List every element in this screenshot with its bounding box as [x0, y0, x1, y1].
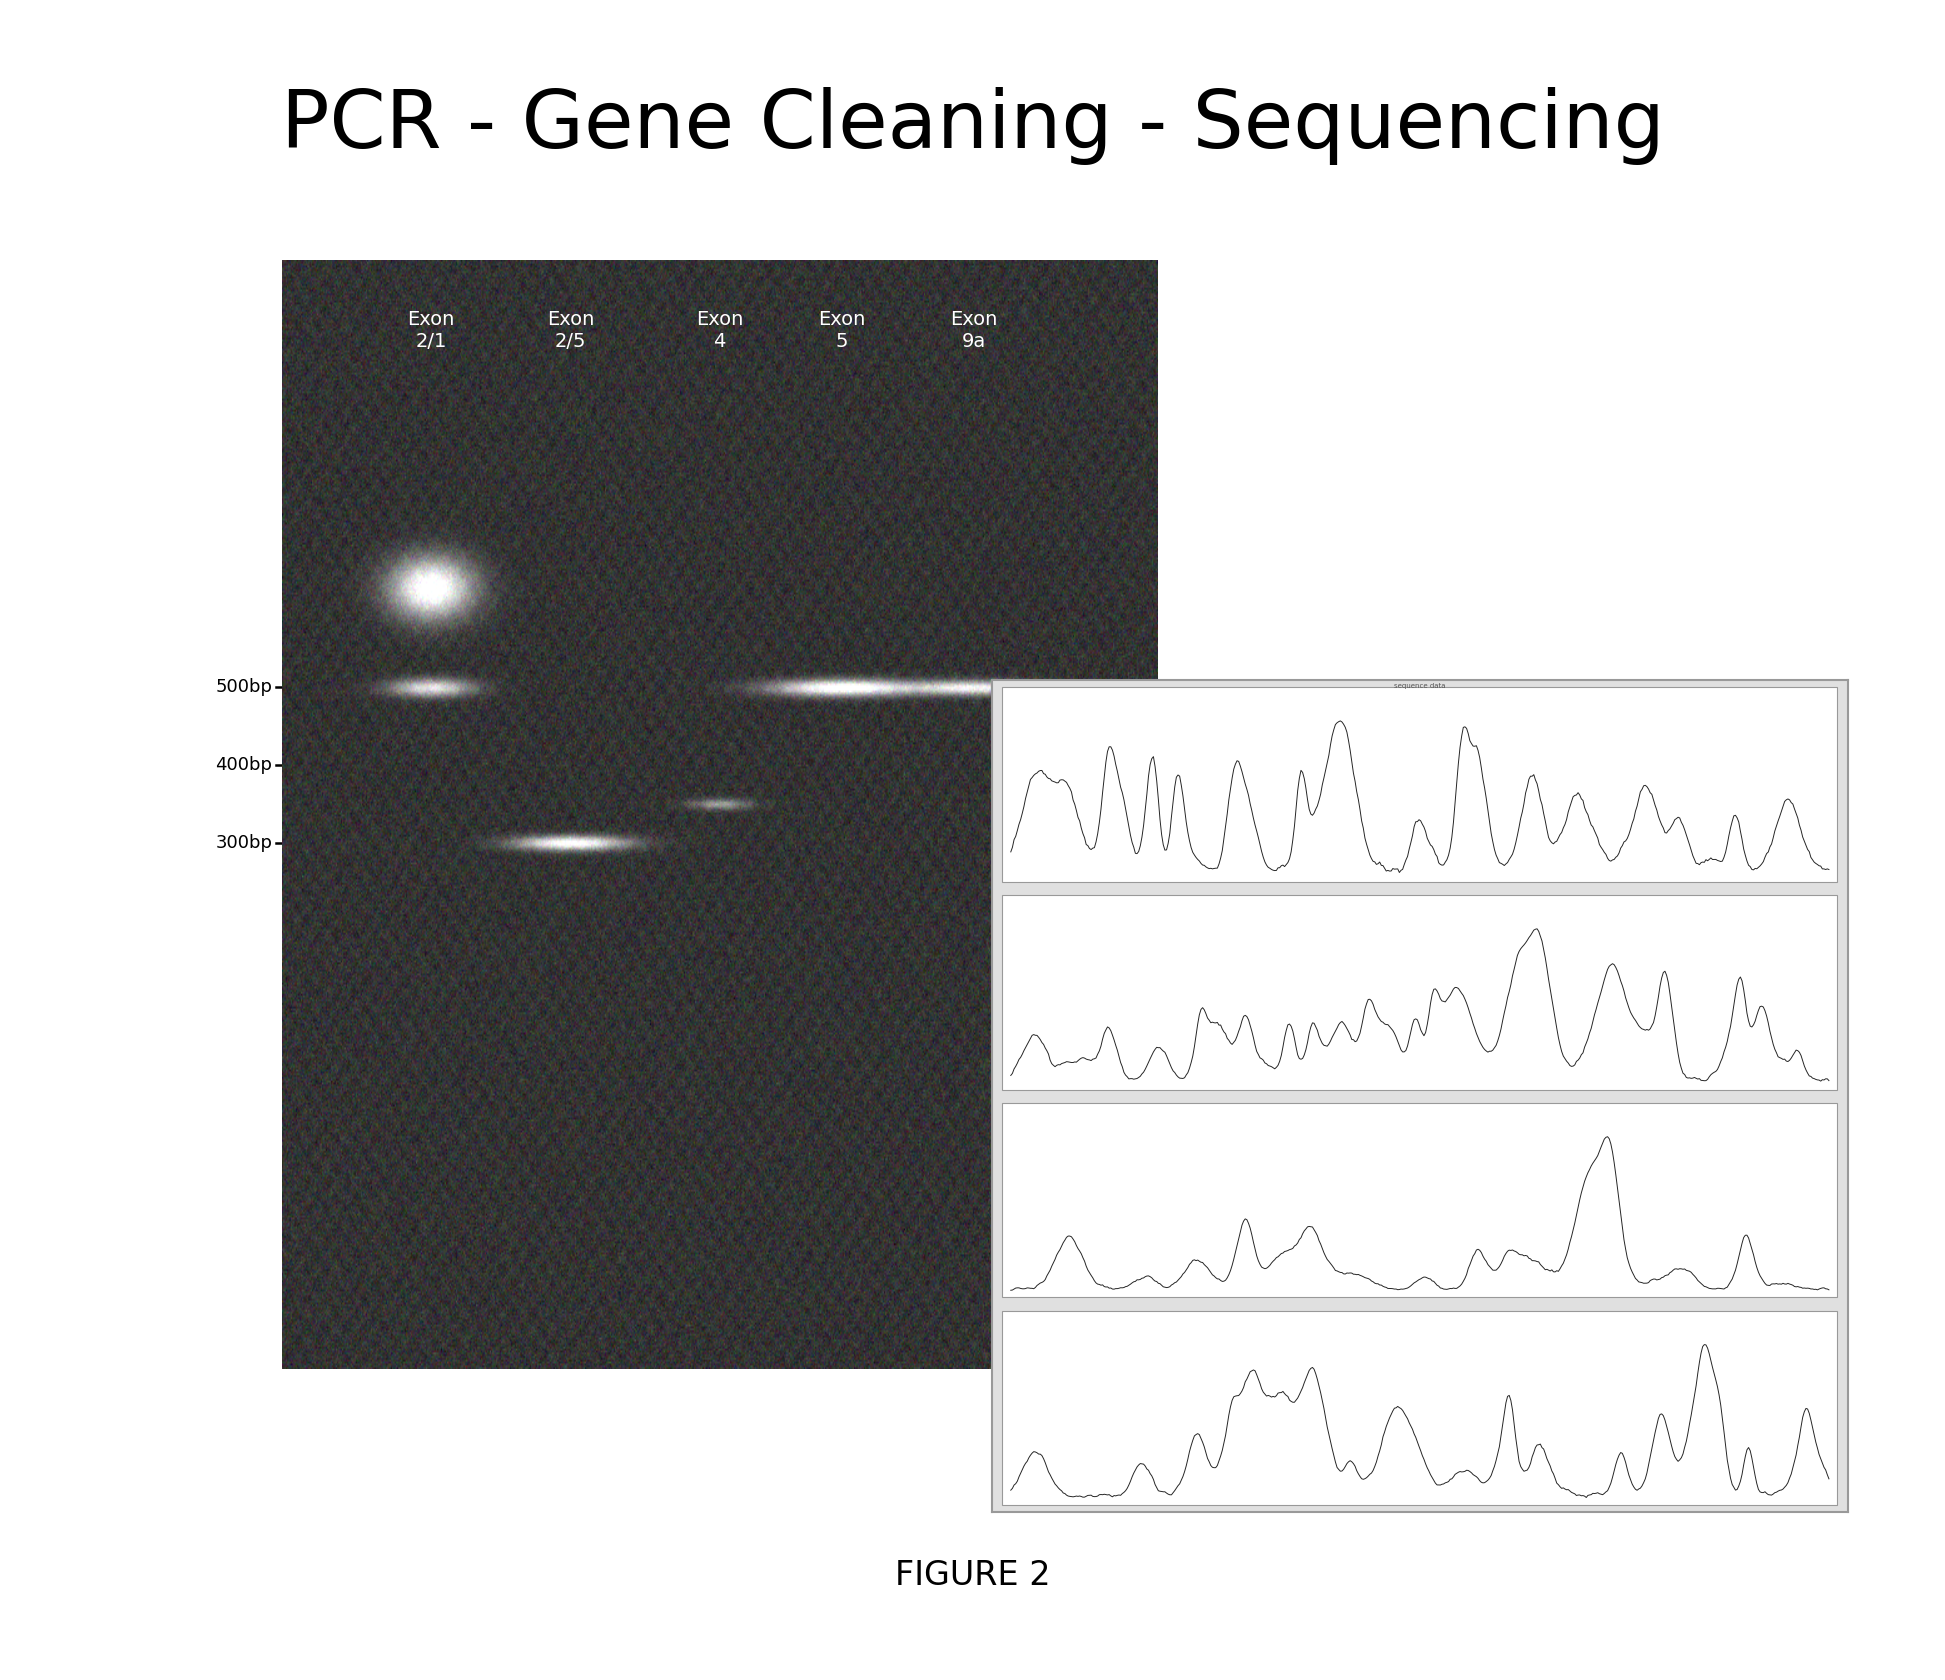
- Text: PCR - Gene Cleaning - Sequencing: PCR - Gene Cleaning - Sequencing: [280, 87, 1665, 165]
- Bar: [1002, 687, 1838, 882]
- Bar: [1002, 895, 1838, 1090]
- Text: 400bp: 400bp: [216, 756, 272, 774]
- Bar: [1002, 1102, 1838, 1297]
- Text: Exon
2/1: Exon 2/1: [407, 311, 455, 351]
- Text: 300bp: 300bp: [216, 833, 272, 852]
- Bar: [1002, 1310, 1838, 1505]
- Text: Exon
9a: Exon 9a: [949, 311, 998, 351]
- Text: sequence data: sequence data: [1395, 682, 1445, 689]
- Text: Exon
5: Exon 5: [819, 311, 866, 351]
- Text: 500bp: 500bp: [216, 679, 272, 696]
- Text: Exon
2/5: Exon 2/5: [547, 311, 595, 351]
- Text: FIGURE 2: FIGURE 2: [895, 1559, 1050, 1593]
- Text: Exon
4: Exon 4: [696, 311, 743, 351]
